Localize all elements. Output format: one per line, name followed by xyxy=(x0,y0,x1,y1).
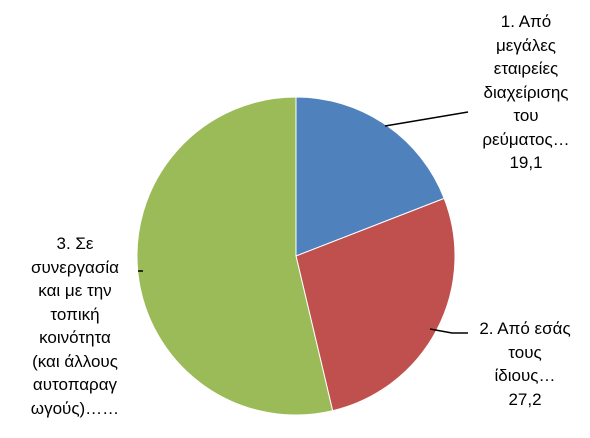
slice-label-line: αυτοπαραγ xyxy=(32,375,118,394)
slice-label-line: διαχείρισης xyxy=(483,82,569,102)
slice-label-line: ίδιους… xyxy=(494,366,556,385)
slice-label-line: (και άλλους xyxy=(32,351,118,371)
slice-label-line: ρεύματος… xyxy=(482,129,570,149)
slice-label-line: εταιρείες xyxy=(493,59,559,78)
slice-label-yourselves: 2. Από εσάς τους ίδιους… 27,2 xyxy=(466,317,584,411)
leader-line xyxy=(429,328,468,334)
slice-label-line: 2. Από εσάς xyxy=(479,319,571,338)
slice-label-line: ωγούς)…… xyxy=(30,398,120,418)
slice-label-line: τοπική xyxy=(50,304,100,324)
slice-label-line: κοινότητα xyxy=(39,328,111,347)
leader-line xyxy=(384,111,469,127)
slice-value-label: 27,2 xyxy=(508,389,542,409)
slice-label-line: συνεργασία xyxy=(31,257,119,277)
slice-label-line: του xyxy=(513,106,539,125)
slice-label-line: 3. Σε xyxy=(56,234,94,253)
slice-label-line: τους xyxy=(508,342,542,362)
slice-label-line: 1. Από xyxy=(500,12,552,31)
slice-label-line: και με την xyxy=(38,281,112,300)
slice-label-community-cooperation: 3. Σε συνεργασία και με την τοπική κοινό… xyxy=(2,232,148,420)
slice-label-large-companies: 1. Από μεγάλες εταιρείες διαχείρισης του… xyxy=(468,10,584,175)
slice-value-label: 19,1 xyxy=(509,153,543,172)
slice-label-line: μεγάλες xyxy=(496,35,556,55)
pie-slice-large-companies xyxy=(295,96,445,257)
pie-slice-community-cooperation xyxy=(136,96,334,416)
